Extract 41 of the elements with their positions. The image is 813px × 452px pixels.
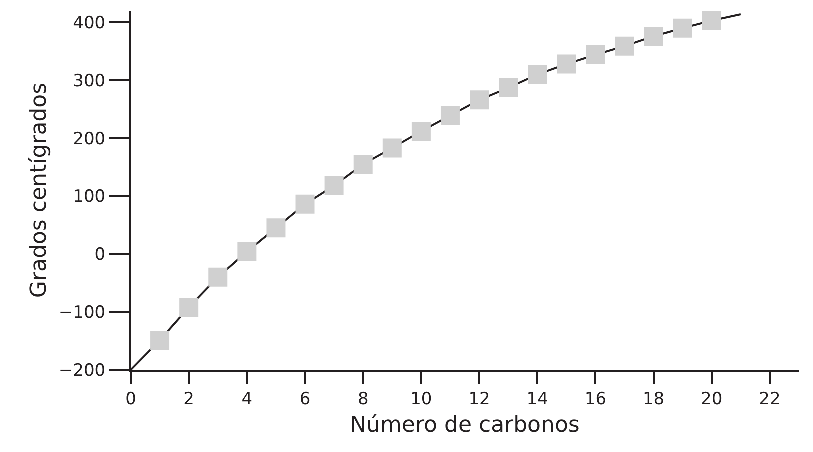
point [644, 26, 664, 46]
y-tick-label: 200 [73, 129, 106, 150]
y-tick-label: 300 [73, 71, 106, 92]
point [296, 194, 315, 214]
x-tick-label: 22 [759, 389, 781, 410]
x-tick-label: 0 [126, 389, 136, 410]
x-tick-label: 20 [701, 389, 723, 410]
y-tick-label: 100 [73, 187, 106, 208]
point [586, 46, 606, 65]
point [412, 122, 431, 141]
x-tick-label: 12 [468, 389, 490, 410]
x-tick-label: 6 [300, 389, 311, 410]
x-tick-label: 2 [184, 389, 195, 410]
point [557, 54, 576, 74]
point [499, 78, 518, 98]
point [180, 298, 199, 317]
point [615, 36, 634, 56]
y-tick-label: −100 [58, 303, 106, 324]
y-axis-title: Grados centígrados [27, 82, 52, 298]
x-tick-label: 8 [358, 389, 369, 410]
point [382, 138, 402, 158]
x-tick-label: 10 [410, 389, 432, 410]
x-axis-title: Número de carbonos [350, 412, 580, 438]
point [528, 65, 548, 84]
point [238, 242, 257, 262]
point [208, 268, 228, 287]
x-tick-label: 16 [584, 389, 607, 410]
x-tick-label: 18 [642, 389, 665, 410]
point [470, 90, 490, 110]
point [702, 11, 722, 30]
x-tick-label: 14 [526, 389, 548, 410]
y-tick-label: 0 [94, 245, 106, 266]
point [354, 154, 373, 174]
point [440, 106, 460, 126]
x-tick-label: 4 [242, 389, 253, 410]
point [266, 218, 286, 238]
y-tick-label: −200 [58, 360, 106, 381]
y-tick-label: 400 [73, 14, 106, 34]
point [673, 18, 692, 38]
point [324, 176, 344, 196]
point [150, 330, 170, 350]
